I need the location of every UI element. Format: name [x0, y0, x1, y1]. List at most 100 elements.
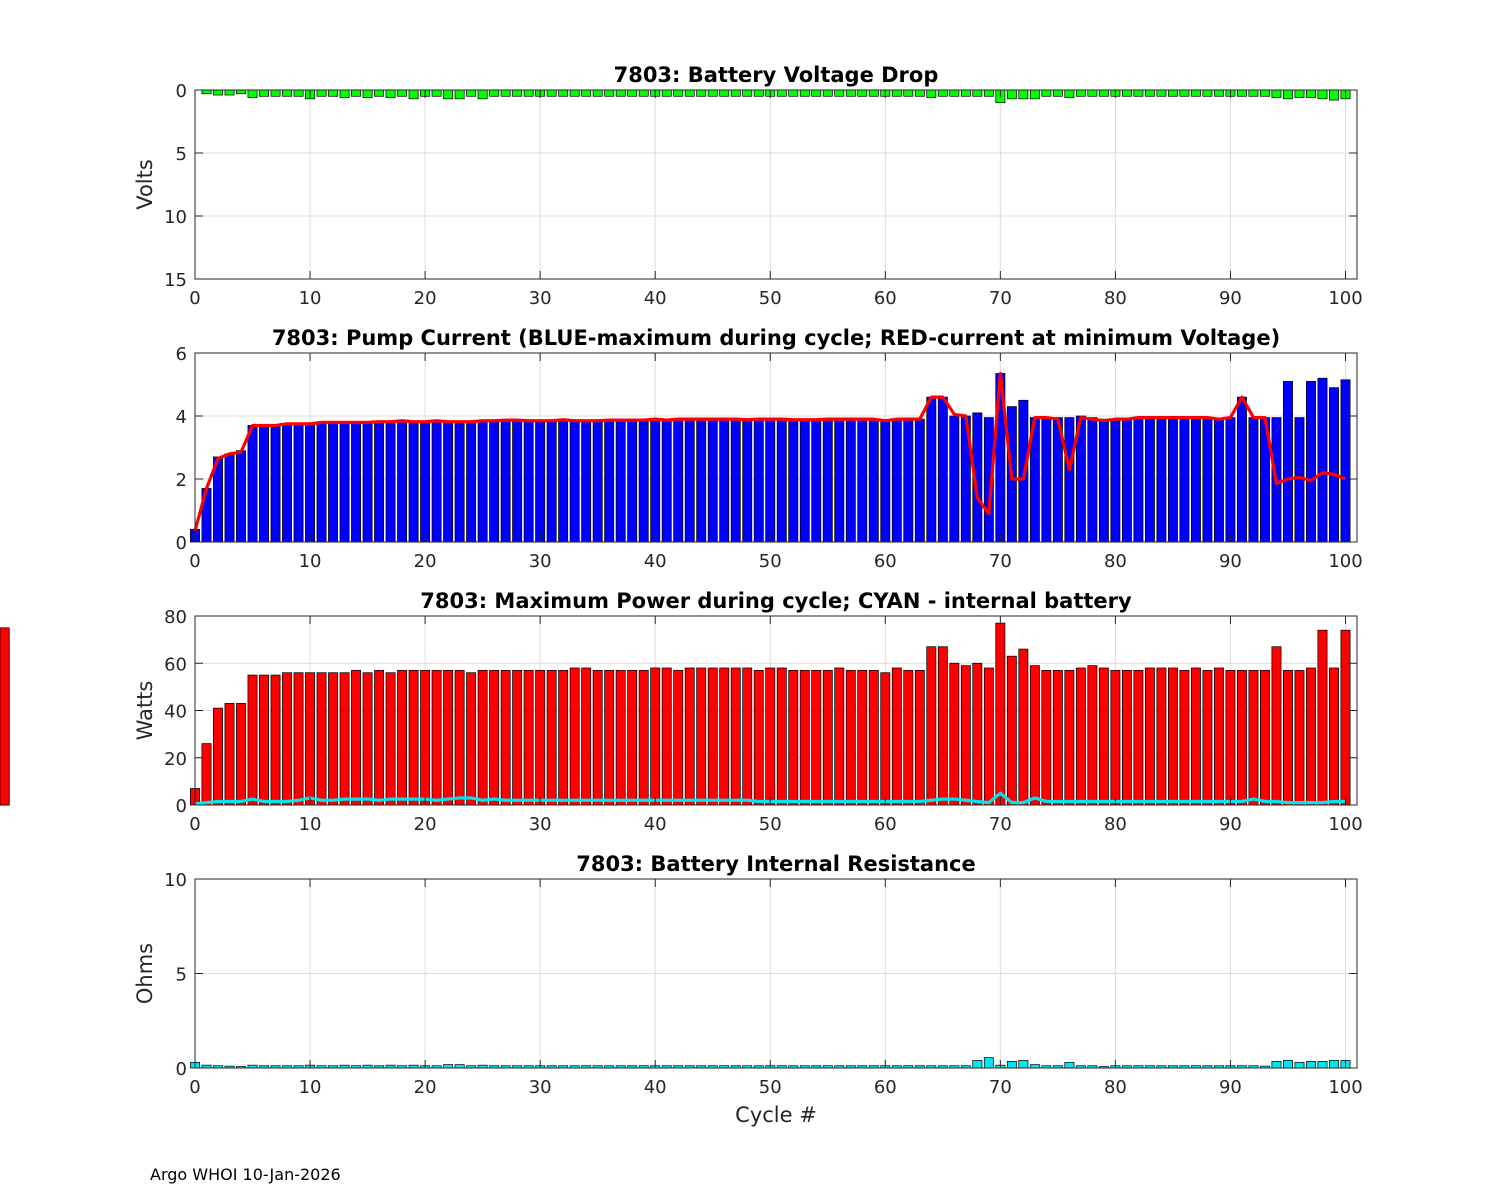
max-power-panel: 0 10 20 30 40 50 60 70 80 90 100 0 20 40 60 80 7803: Max… [0, 589, 1363, 835]
bar-88 [1202, 89, 1213, 97]
bar-38 [627, 420, 638, 543]
bar-10 [305, 672, 316, 806]
bar-90 [1225, 417, 1236, 543]
bar-3 [224, 703, 235, 806]
bar-13 [339, 89, 350, 98]
x-tick-label-40: 40 [644, 551, 667, 572]
bar-14 [351, 421, 362, 543]
bar-69 [983, 89, 994, 97]
x-tick-label-40: 40 [644, 814, 667, 835]
bar-41 [661, 667, 672, 806]
bar-67 [960, 89, 971, 97]
y-tick-label-0: 0 [176, 796, 187, 817]
x-tick-label-20: 20 [414, 1077, 437, 1098]
bar-56 [834, 89, 845, 97]
y-tick-label-0: 0 [176, 1059, 187, 1080]
bar-12 [328, 672, 339, 806]
bar-82 [1133, 89, 1144, 97]
x-tick-label-20: 20 [414, 814, 437, 835]
bar-41 [661, 89, 672, 97]
bar-16 [374, 421, 385, 543]
bar-61 [891, 418, 902, 543]
bar-63 [914, 89, 925, 97]
x-tick-label-30: 30 [529, 551, 552, 572]
bar-97 [1306, 1061, 1316, 1069]
y-tick-label-5: 5 [176, 144, 187, 165]
bar-27 [500, 669, 511, 806]
bar-55 [822, 669, 833, 806]
bar-20 [420, 421, 431, 543]
bar-34 [581, 667, 592, 806]
bar-8 [282, 423, 292, 543]
bar-86 [1179, 89, 1190, 97]
bar-90 [1225, 669, 1236, 806]
bar-72 [1018, 648, 1029, 806]
bar-33 [569, 667, 580, 806]
bar-37 [615, 420, 626, 543]
x-tick-label-80: 80 [1104, 1077, 1127, 1098]
bar-50 [765, 418, 776, 543]
bar-17 [385, 89, 396, 98]
bar-46 [719, 667, 730, 806]
bar-49 [753, 669, 764, 806]
x-tick-label-40: 40 [644, 1077, 667, 1098]
bar-45 [707, 667, 718, 806]
bar-5 [247, 674, 258, 806]
bar-55 [822, 89, 833, 97]
x-tick-label-60: 60 [874, 288, 897, 309]
x-tick-label-60: 60 [874, 1077, 897, 1098]
footer-credit: Argo WHOI 10-Jan-2026 [150, 1165, 341, 1184]
bar-34 [581, 420, 592, 543]
bar-95 [1283, 381, 1293, 543]
bar-29 [523, 89, 534, 97]
bar-50 [765, 667, 776, 806]
bar-96 [1294, 669, 1305, 806]
bar-20 [420, 669, 431, 806]
bar-24 [466, 89, 477, 97]
bar-25 [477, 420, 488, 543]
bar-87 [1190, 667, 1201, 806]
bar-26 [489, 420, 500, 543]
bar-98 [1317, 89, 1328, 100]
bar-36 [604, 89, 615, 97]
bar-27 [500, 89, 511, 97]
bar-47 [730, 89, 741, 97]
bar-73 [1029, 665, 1040, 806]
x-tick-label-0: 0 [189, 1077, 200, 1098]
x-tick-label-90: 90 [1219, 814, 1242, 835]
bar-43 [684, 418, 695, 543]
bar-37 [615, 89, 626, 97]
chart-title: 7803: Battery Voltage Drop [614, 63, 939, 87]
x-tick-label-60: 60 [874, 551, 897, 572]
bar-97 [1306, 667, 1316, 806]
bar-95 [1283, 669, 1293, 806]
bar-1 [201, 89, 212, 95]
bar-99 [1329, 667, 1339, 806]
bar-72 [1018, 1060, 1029, 1069]
x-tick-label-80: 80 [1104, 288, 1127, 309]
y-tick-label-0: 0 [176, 533, 187, 554]
bar-69 [983, 1057, 994, 1069]
bar-57 [845, 669, 856, 806]
bar-78 [1087, 417, 1098, 543]
bar-32 [558, 669, 569, 806]
bar-10 [305, 423, 316, 543]
bar-84 [1156, 89, 1167, 97]
bar-77 [1075, 89, 1086, 97]
bar-98 [1317, 377, 1328, 543]
x-tick-label-0: 0 [189, 814, 200, 835]
bar-4 [236, 450, 246, 543]
bar-38 [627, 89, 638, 97]
bar-21 [431, 420, 442, 543]
bar-17 [385, 672, 396, 806]
bar-73 [1029, 1064, 1040, 1069]
x-tick-label-0: 0 [189, 288, 200, 309]
bar-39 [638, 669, 649, 806]
bar-76 [1064, 669, 1075, 806]
bar-28 [512, 669, 523, 806]
bar-9 [293, 423, 304, 543]
x-tick-label-30: 30 [529, 288, 552, 309]
y-tick-label-20: 20 [164, 749, 187, 770]
x-tick-label-100: 100 [1328, 551, 1362, 572]
bar-59 [868, 89, 879, 97]
